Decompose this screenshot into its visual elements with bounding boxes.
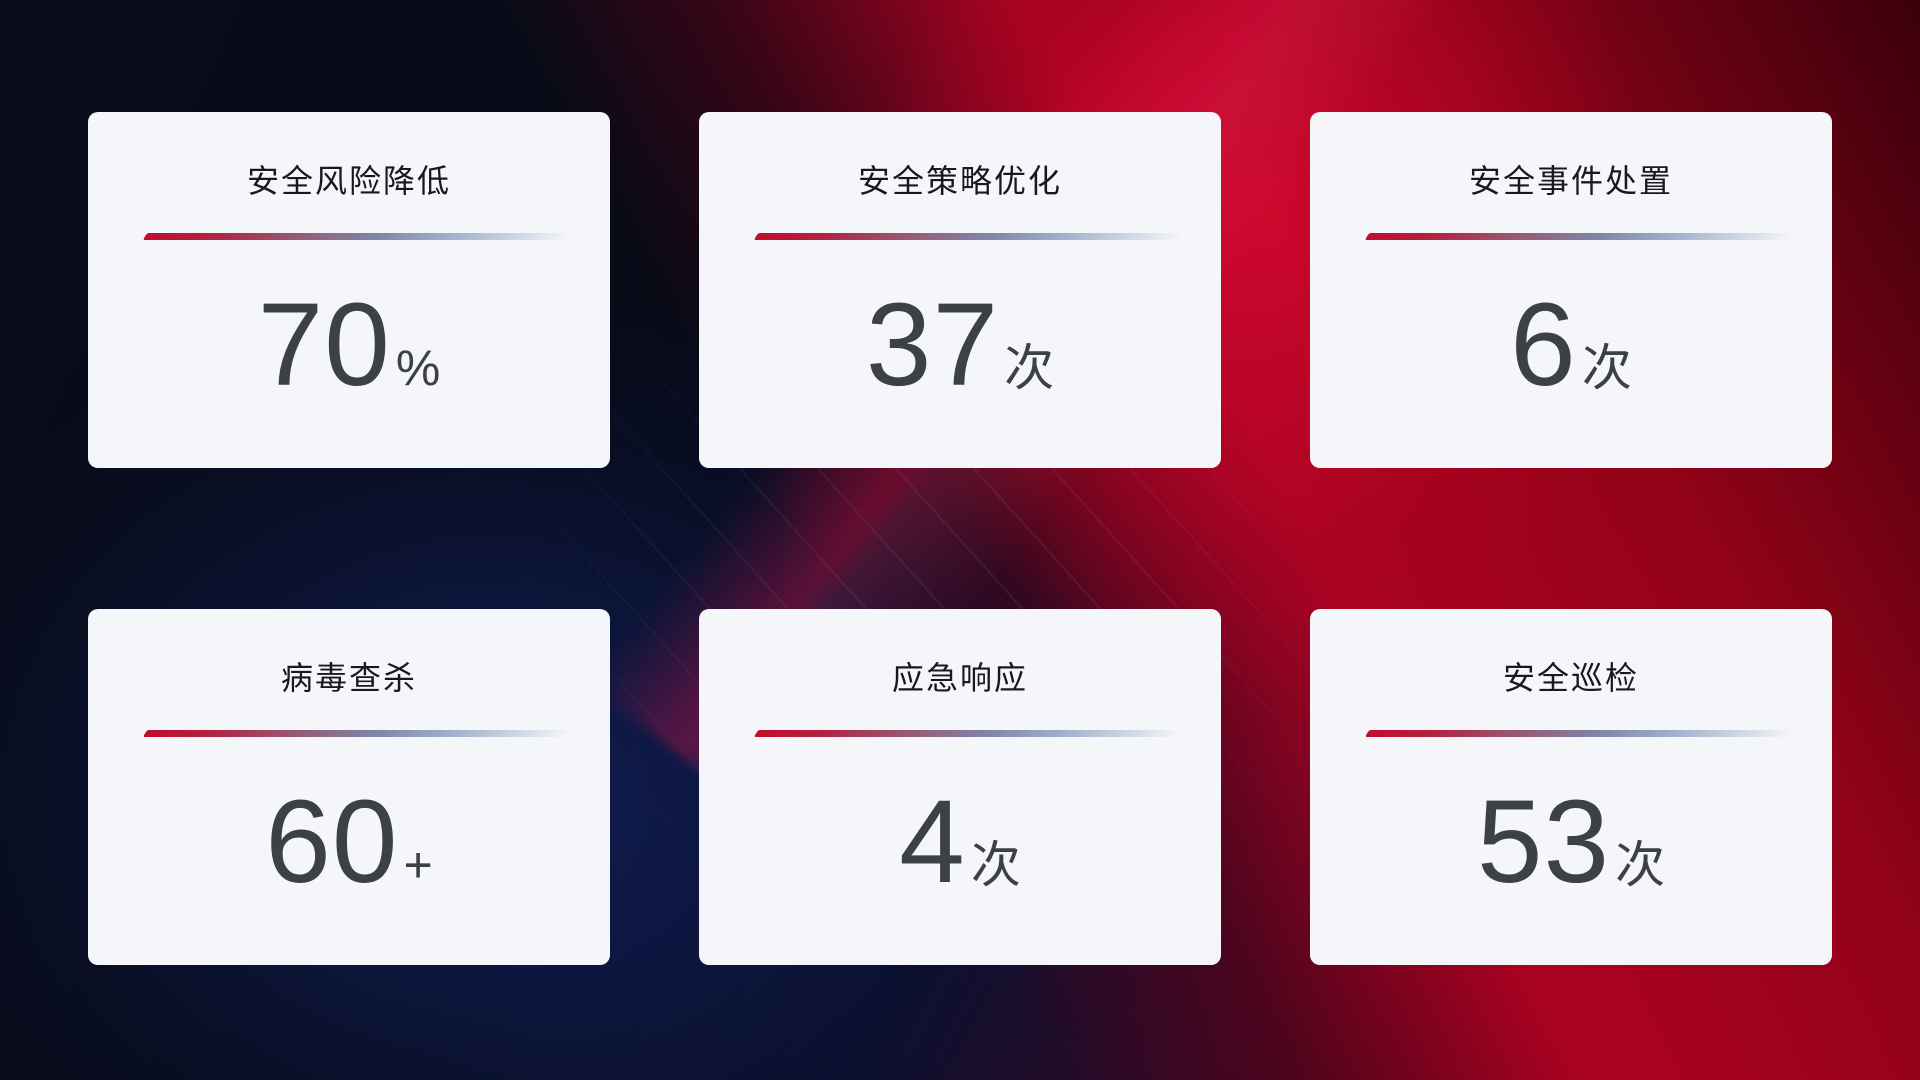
stat-card-security-incident-handling: 安全事件处置 6 次: [1310, 112, 1832, 468]
kpi-card-grid: 安全风险降低 70 % 安全策略优化 37 次 安全事件处置 6 次 病毒查: [88, 112, 1832, 965]
card-title: 安全风险降低: [246, 163, 451, 199]
stat-unit: 次: [1615, 837, 1666, 893]
card-value-row: 4 次: [699, 783, 1221, 901]
card-value-row: 6 次: [1310, 286, 1832, 404]
stat-card-emergency-response: 应急响应 4 次: [699, 609, 1221, 965]
card-title: 应急响应: [891, 660, 1028, 696]
stat-value: 37: [865, 279, 1000, 411]
stat-unit: +: [403, 837, 433, 893]
card-value-row: 70 %: [88, 286, 610, 404]
stat-value: 4: [899, 776, 966, 908]
stat-card-virus-scan: 病毒查杀 60 +: [88, 609, 610, 965]
gradient-divider: [142, 730, 596, 737]
gradient-divider: [142, 233, 596, 240]
stat-value: 53: [1476, 776, 1611, 908]
stat-card-security-risk-reduction: 安全风险降低 70 %: [88, 112, 610, 468]
card-value-row: 60 +: [88, 783, 610, 901]
stat-card-security-policy-optimization: 安全策略优化 37 次: [699, 112, 1221, 468]
stat-value: 60: [265, 776, 399, 908]
gradient-divider: [1364, 233, 1818, 240]
stat-value: 70: [257, 279, 391, 411]
stat-card-security-inspection: 安全巡检 53 次: [1310, 609, 1832, 965]
gradient-divider: [1364, 730, 1818, 737]
stat-unit: %: [395, 340, 441, 396]
card-value-row: 37 次: [699, 286, 1221, 404]
stat-unit: 次: [970, 837, 1021, 893]
card-title: 安全策略优化: [857, 163, 1062, 199]
card-title: 安全事件处置: [1468, 163, 1673, 199]
card-value-row: 53 次: [1310, 783, 1832, 901]
card-title: 病毒查杀: [280, 660, 417, 696]
stat-unit: 次: [1004, 340, 1055, 396]
stat-unit: 次: [1581, 340, 1632, 396]
stat-value: 6: [1510, 279, 1577, 411]
gradient-divider: [753, 233, 1207, 240]
card-title: 安全巡检: [1502, 660, 1639, 696]
gradient-divider: [753, 730, 1207, 737]
